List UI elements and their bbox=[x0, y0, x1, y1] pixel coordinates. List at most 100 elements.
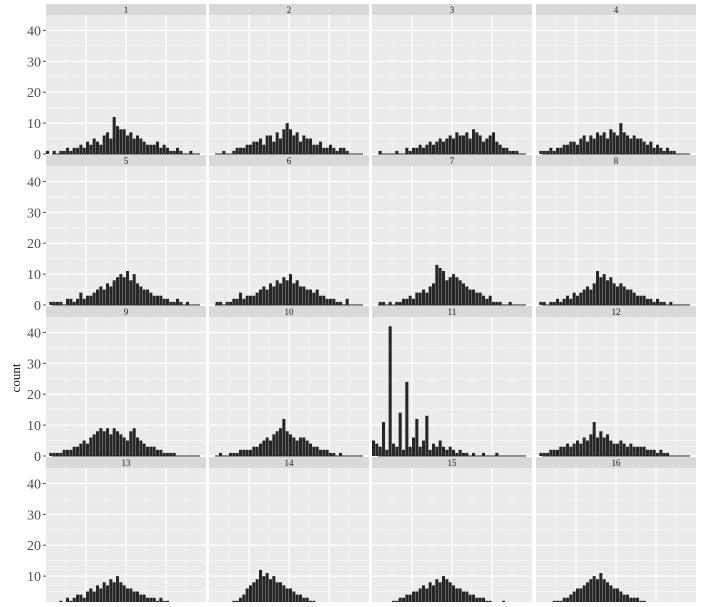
histogram-bar bbox=[86, 591, 90, 607]
histogram-bar bbox=[412, 298, 416, 305]
histogram-bar bbox=[636, 446, 640, 456]
histogram-bar bbox=[279, 428, 283, 456]
histogram-bar bbox=[609, 585, 613, 607]
histogram-bar bbox=[652, 449, 656, 456]
histogram-bar bbox=[492, 301, 496, 305]
facet-strip-label: 9 bbox=[124, 307, 129, 317]
histogram-bar bbox=[458, 280, 462, 305]
histogram-bar bbox=[458, 449, 462, 456]
histogram-bar bbox=[66, 597, 70, 607]
histogram-bar bbox=[146, 289, 150, 305]
histogram-bar bbox=[445, 449, 449, 456]
histogram-bar bbox=[488, 295, 492, 305]
histogram-bar bbox=[398, 412, 402, 456]
histogram-bar bbox=[262, 286, 266, 305]
histogram-bar bbox=[566, 144, 570, 154]
histogram-bar bbox=[225, 301, 229, 305]
histogram-bar bbox=[656, 144, 660, 154]
histogram-bar bbox=[86, 295, 90, 305]
histogram-bar bbox=[445, 138, 449, 154]
histogram-bar bbox=[262, 144, 266, 154]
histogram-bar bbox=[395, 150, 399, 154]
histogram-bar bbox=[166, 452, 170, 456]
histogram-bar bbox=[422, 147, 426, 154]
histogram-bar bbox=[415, 292, 419, 305]
histogram-bar bbox=[339, 147, 343, 154]
histogram-bar bbox=[126, 135, 130, 154]
histogram-bar bbox=[235, 298, 239, 305]
histogram-bar bbox=[62, 449, 66, 456]
histogram-bar bbox=[249, 144, 253, 154]
y-tick-label: 10 bbox=[27, 570, 41, 585]
histogram-bar bbox=[415, 418, 419, 456]
histogram-bar bbox=[586, 141, 590, 154]
histogram-bar bbox=[472, 594, 476, 607]
histogram-bar bbox=[405, 594, 409, 607]
y-tick-label: 30 bbox=[27, 508, 41, 523]
histogram-bar bbox=[285, 431, 289, 456]
histogram-bar bbox=[616, 286, 620, 305]
histogram-bar bbox=[102, 582, 106, 607]
histogram-bar bbox=[442, 446, 446, 456]
histogram-bar bbox=[129, 280, 133, 305]
histogram-bar bbox=[405, 147, 409, 154]
histogram-bar bbox=[152, 446, 156, 456]
histogram-bar bbox=[596, 132, 600, 154]
histogram-bar bbox=[235, 452, 239, 456]
histogram-bar bbox=[146, 144, 150, 154]
histogram-bar bbox=[438, 582, 442, 607]
histogram-bar bbox=[59, 150, 63, 154]
histogram-bar bbox=[299, 594, 303, 607]
histogram-bar bbox=[442, 271, 446, 305]
histogram-bar bbox=[46, 150, 50, 154]
histogram-bar bbox=[259, 443, 263, 456]
histogram-bar bbox=[69, 150, 73, 154]
histogram-bar bbox=[586, 582, 590, 607]
histogram-bar bbox=[152, 295, 156, 305]
histogram-bar bbox=[149, 446, 153, 456]
histogram-bar bbox=[275, 132, 279, 154]
histogram-bar bbox=[172, 301, 176, 305]
histogram-bar bbox=[432, 283, 436, 305]
histogram-bar bbox=[488, 135, 492, 154]
histogram-bar bbox=[546, 452, 550, 456]
facet-strip-label: 16 bbox=[612, 458, 622, 468]
histogram-bar bbox=[272, 576, 276, 607]
histogram-bar bbox=[262, 440, 266, 456]
histogram-bar bbox=[92, 591, 96, 607]
facet-strip bbox=[209, 155, 369, 166]
histogram-bar bbox=[102, 431, 106, 456]
y-tick-label: 40 bbox=[27, 175, 41, 190]
histogram-bar bbox=[382, 301, 386, 305]
histogram-bar bbox=[455, 452, 459, 456]
histogram-bar bbox=[458, 588, 462, 607]
histogram-bar bbox=[309, 289, 313, 305]
histogram-bar bbox=[156, 295, 160, 305]
histogram-bar bbox=[609, 129, 613, 154]
histogram-bar bbox=[179, 301, 183, 305]
histogram-bar bbox=[139, 594, 143, 607]
histogram-bar bbox=[589, 289, 593, 305]
histogram-bar bbox=[315, 289, 319, 305]
facet-panel-2: 2 bbox=[209, 4, 369, 155]
histogram-bar bbox=[395, 446, 399, 456]
histogram-bar bbox=[415, 147, 419, 154]
histogram-bar bbox=[299, 286, 303, 305]
y-tick-label: 40 bbox=[27, 326, 41, 341]
histogram-bar bbox=[119, 129, 123, 154]
histogram-bar bbox=[569, 594, 573, 607]
histogram-bar bbox=[146, 446, 150, 456]
histogram-bar bbox=[146, 597, 150, 607]
histogram-bar bbox=[295, 280, 299, 305]
histogram-bar bbox=[592, 283, 596, 305]
histogram-bar bbox=[289, 434, 293, 456]
histogram-bar bbox=[322, 449, 326, 456]
histogram-bar bbox=[49, 452, 53, 456]
histogram-bar bbox=[169, 150, 173, 154]
histogram-bar bbox=[139, 138, 143, 154]
histogram-bar bbox=[629, 289, 633, 305]
histogram-bar bbox=[442, 141, 446, 154]
histogram-bar bbox=[606, 280, 610, 305]
histogram-bar bbox=[616, 443, 620, 456]
histogram-bar bbox=[482, 597, 486, 607]
